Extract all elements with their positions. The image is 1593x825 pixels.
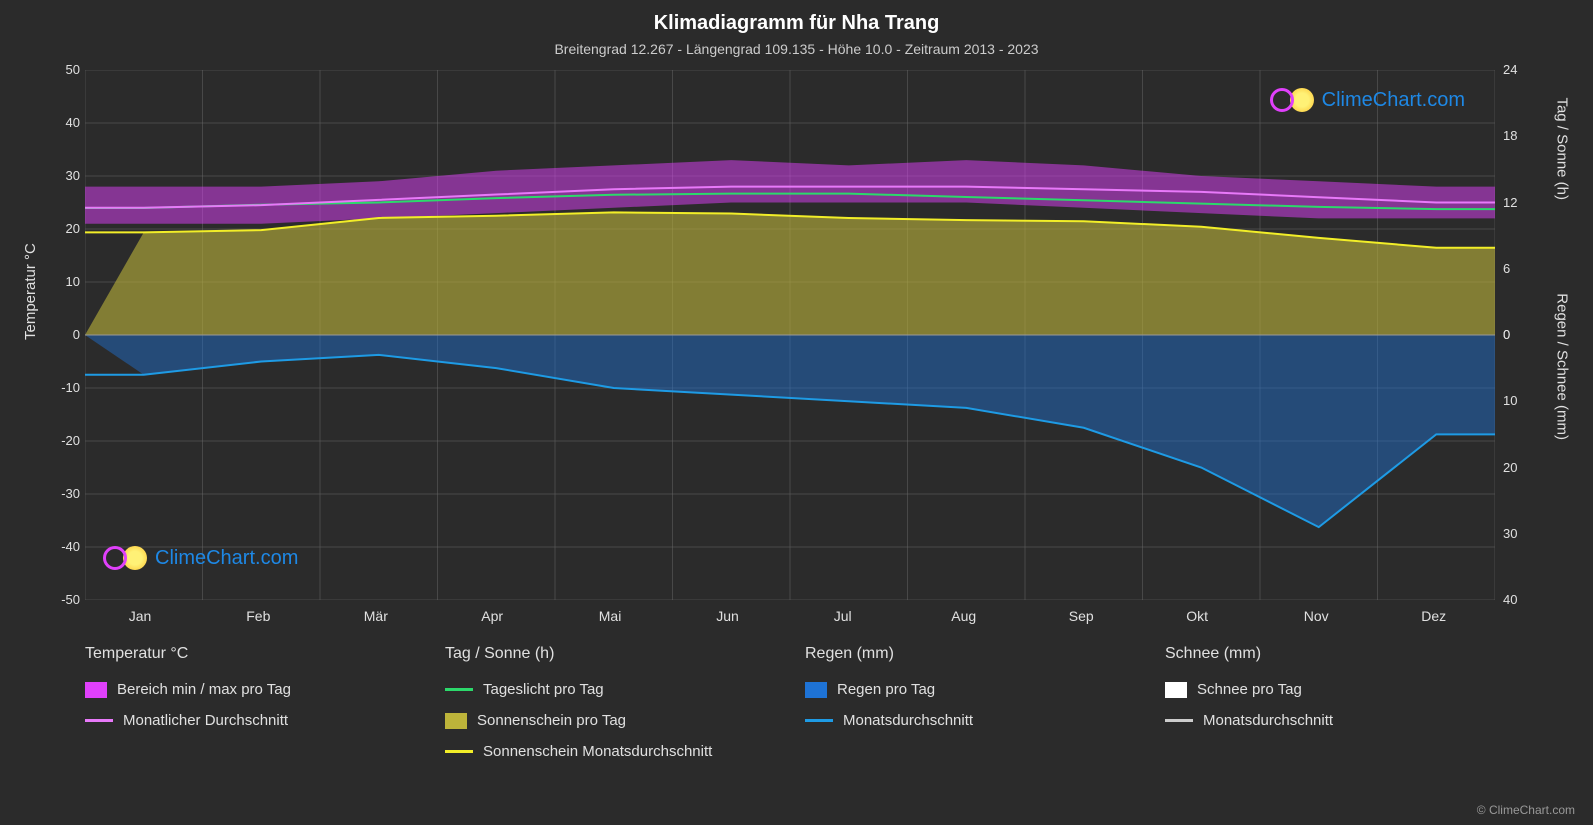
legend-column: Schnee (mm) Schnee pro Tag Monatsdurchschn…	[1165, 645, 1495, 760]
month-label: Jan	[129, 608, 152, 624]
left-tick: 30	[30, 168, 80, 183]
left-tick: 20	[30, 221, 80, 236]
legend-item-label: Schnee pro Tag	[1197, 681, 1302, 698]
month-label: Apr	[481, 608, 503, 624]
legend-item: Bereich min / max pro Tag	[85, 681, 415, 698]
legend-swatch-box	[805, 682, 827, 698]
legend-item-label: Tageslicht pro Tag	[483, 681, 604, 698]
month-label: Feb	[246, 608, 270, 624]
legend-item: Tageslicht pro Tag	[445, 681, 775, 698]
right-bottom-tick: 40	[1503, 592, 1553, 607]
month-label: Sep	[1069, 608, 1094, 624]
right-bottom-tick: 20	[1503, 460, 1553, 475]
legend-column: Tag / Sonne (h) Tageslicht pro Tag Sonnens…	[445, 645, 775, 760]
watermark-text: ClimeChart.com	[155, 547, 298, 570]
legend-item-label: Monatsdurchschnitt	[843, 712, 973, 729]
watermark-top: ClimeChart.com	[1270, 88, 1465, 112]
watermark-bottom: ClimeChart.com	[103, 546, 298, 570]
month-label: Jul	[834, 608, 852, 624]
legend-item-label: Monatlicher Durchschnitt	[123, 712, 288, 729]
left-tick: 40	[30, 115, 80, 130]
legend-column-title: Temperatur °C	[85, 645, 415, 663]
legend-item-label: Sonnenschein pro Tag	[477, 712, 626, 729]
chart-subtitle: Breitengrad 12.267 - Längengrad 109.135 …	[0, 35, 1593, 57]
right-bottom-tick: 10	[1503, 393, 1553, 408]
right-top-tick: 18	[1503, 128, 1553, 143]
right-top-tick: 24	[1503, 62, 1553, 77]
legend-item: Monatsdurchschnitt	[805, 712, 1135, 729]
legend-swatch-box	[445, 713, 467, 729]
legend-swatch-line	[445, 750, 473, 753]
month-label: Aug	[951, 608, 976, 624]
legend-item-label: Monatsdurchschnitt	[1203, 712, 1333, 729]
copyright: © ClimeChart.com	[1477, 803, 1575, 817]
left-tick: -50	[30, 592, 80, 607]
left-tick: 50	[30, 62, 80, 77]
legend-item-label: Sonnenschein Monatsdurchschnitt	[483, 743, 712, 760]
left-tick: -10	[30, 380, 80, 395]
legend-item: Sonnenschein pro Tag	[445, 712, 775, 729]
chart-svg	[85, 70, 1495, 600]
logo-ring-icon	[103, 546, 127, 570]
month-label: Dez	[1421, 608, 1446, 624]
watermark-text: ClimeChart.com	[1322, 89, 1465, 112]
left-axis-label: Temperatur °C	[22, 243, 39, 340]
legend-swatch-line	[85, 719, 113, 722]
chart-title: Klimadiagramm für Nha Trang	[0, 0, 1593, 35]
month-label: Jun	[716, 608, 739, 624]
left-tick: -40	[30, 539, 80, 554]
right-axis-bottom-label: Regen / Schnee (mm)	[1554, 293, 1571, 440]
chart-plot-area: ClimeChart.com ClimeChart.com	[85, 70, 1495, 600]
legend-column-title: Regen (mm)	[805, 645, 1135, 663]
left-tick: -20	[30, 433, 80, 448]
right-top-tick: 6	[1503, 261, 1553, 276]
left-tick: 0	[30, 327, 80, 342]
legend-item-label: Bereich min / max pro Tag	[117, 681, 291, 698]
month-label: Mai	[599, 608, 622, 624]
month-label: Mär	[364, 608, 388, 624]
legend-item: Regen pro Tag	[805, 681, 1135, 698]
legend-item: Monatlicher Durchschnitt	[85, 712, 415, 729]
month-label: Okt	[1186, 608, 1208, 624]
legend-item: Schnee pro Tag	[1165, 681, 1495, 698]
legend-item: Sonnenschein Monatsdurchschnitt	[445, 743, 775, 760]
right-bottom-tick: 0	[1503, 327, 1553, 342]
right-axis-top-label: Tag / Sonne (h)	[1554, 97, 1571, 200]
legend-item: Monatsdurchschnitt	[1165, 712, 1495, 729]
right-bottom-tick: 30	[1503, 526, 1553, 541]
left-tick: -30	[30, 486, 80, 501]
logo-ring-icon	[1270, 88, 1294, 112]
legend-swatch-box	[1165, 682, 1187, 698]
legend-item-label: Regen pro Tag	[837, 681, 935, 698]
legend-swatch-line	[445, 688, 473, 691]
legend-swatch-line	[1165, 719, 1193, 722]
legend-column: Temperatur °C Bereich min / max pro Tag Mo…	[85, 645, 415, 760]
left-tick: 10	[30, 274, 80, 289]
legend-swatch-box	[85, 682, 107, 698]
month-label: Nov	[1304, 608, 1329, 624]
legend-swatch-line	[805, 719, 833, 722]
right-top-tick: 12	[1503, 195, 1553, 210]
legend-column: Regen (mm) Regen pro Tag Monatsdurchschnit…	[805, 645, 1135, 760]
legend-column-title: Tag / Sonne (h)	[445, 645, 775, 663]
legend: Temperatur °C Bereich min / max pro Tag Mo…	[85, 645, 1495, 760]
legend-column-title: Schnee (mm)	[1165, 645, 1495, 663]
